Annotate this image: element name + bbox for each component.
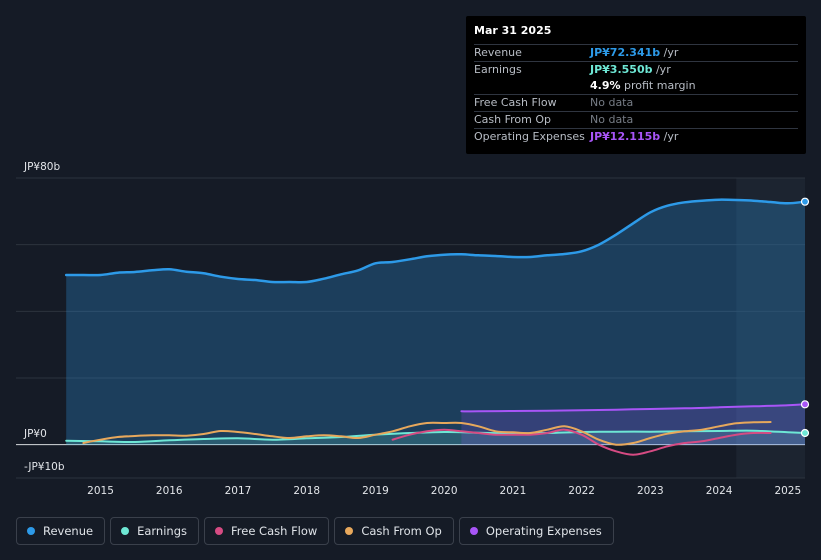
y-label-top: JP¥80b (23, 161, 60, 173)
tooltip-date: Mar 31 2025 (474, 24, 552, 37)
legend-label: Cash From Op (361, 524, 442, 538)
tooltip-row: Cash From Op No data (474, 111, 798, 128)
tooltip-row: Free Cash Flow No data (474, 94, 798, 111)
x-tick-label: 2021 (500, 485, 527, 497)
tooltip-panel: Mar 31 2025 Revenue JP¥72.341b /yr Earning… (466, 16, 806, 154)
operating-expenses-area (461, 404, 805, 445)
revenue-area (66, 199, 805, 445)
revenue-end-dot (800, 197, 810, 206)
legend-dot-icon (345, 527, 354, 535)
x-tick-label: 2020 (431, 485, 458, 497)
tooltip-row: Revenue JP¥72.341b /yr (474, 44, 798, 61)
legend-label: Operating Expenses (485, 524, 602, 538)
operating-expenses-end-dot (800, 400, 810, 409)
earnings-end-dot (800, 428, 810, 438)
operating-expenses-line (460, 403, 806, 413)
x-tick-label: 2024 (706, 485, 733, 497)
legend-dot-icon (215, 527, 223, 535)
cash-from-op-line (82, 421, 772, 446)
x-tick-label: 2017 (225, 485, 252, 497)
legend-label: Earnings (137, 524, 187, 538)
legend-item-cash-from-op[interactable]: Cash From Op (334, 517, 454, 545)
tooltip-row: Operating Expenses JP¥12.115b /yr (474, 128, 798, 145)
chart-canvas: JP¥80b JP¥0 -JP¥10b 2015 2016 2017 2018 2019… (16, 161, 810, 497)
legend-dot-icon (27, 527, 35, 535)
x-tick-label: 2019 (362, 485, 389, 497)
tooltip-row-label: Earnings (474, 63, 522, 76)
tooltip-row-value: No data (590, 113, 634, 126)
legend-dot-icon (469, 527, 478, 535)
tooltip-row-label: Cash From Op (474, 113, 552, 126)
x-tick-label: 2015 (87, 485, 114, 497)
past-year-highlight (736, 178, 805, 478)
x-tick-label: 2023 (637, 485, 664, 497)
legend-dot-icon (121, 527, 130, 535)
legend-item-operating-expenses[interactable]: Operating Expenses (458, 517, 614, 545)
x-tick-label: 2016 (156, 485, 183, 497)
legend-item-revenue[interactable]: Revenue (16, 517, 106, 545)
tooltip-row-label: Free Cash Flow (474, 96, 557, 109)
tooltip-row-value: No data (590, 96, 634, 109)
y-label-bottom: -JP¥10b (24, 461, 65, 473)
tooltip-row-value: JP¥3.550b /yr (590, 63, 671, 76)
free-cash-flow-line (391, 428, 772, 456)
earnings-area (66, 430, 805, 445)
legend-label: Revenue (43, 524, 94, 538)
tooltip-row-value: JP¥72.341b /yr (590, 46, 679, 59)
tooltip-row-label: Operating Expenses (474, 130, 585, 143)
tooltip-row-value: JP¥12.115b /yr (590, 130, 679, 143)
revenue-line (64, 198, 807, 284)
x-tick-label: 2022 (568, 485, 595, 497)
tooltip-row-label: Revenue (474, 46, 522, 59)
x-tick-label: 2018 (293, 485, 320, 497)
legend-item-free-cash-flow[interactable]: Free Cash Flow (204, 517, 330, 545)
tooltip-row: 4.9% profit margin (474, 78, 798, 94)
tooltip-row: Earnings JP¥3.550b /yr (474, 61, 798, 78)
legend-label: Free Cash Flow (231, 524, 318, 538)
legend: Revenue Earnings Free Cash Flow Cash From O… (16, 517, 614, 545)
tooltip-row-value: 4.9% profit margin (590, 79, 696, 92)
y-label-zero: JP¥0 (23, 428, 47, 440)
tooltip-row-label (474, 78, 590, 94)
legend-item-earnings[interactable]: Earnings (110, 517, 199, 545)
x-tick-label: 2025 (774, 485, 801, 497)
